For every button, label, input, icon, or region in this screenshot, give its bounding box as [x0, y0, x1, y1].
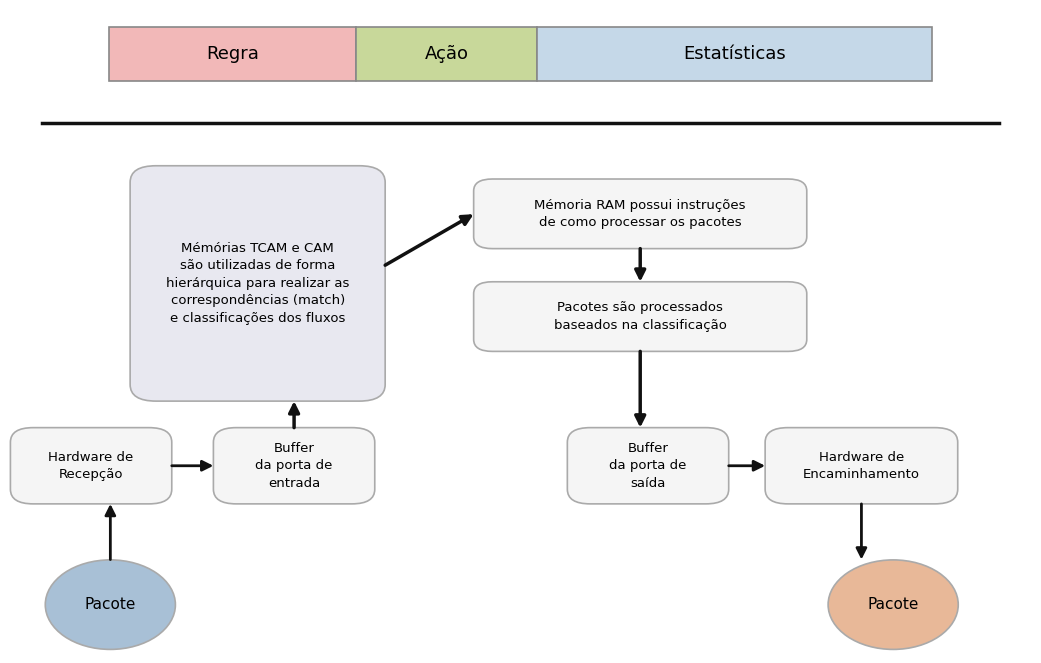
Text: Ação: Ação: [425, 44, 468, 63]
FancyBboxPatch shape: [356, 27, 537, 81]
FancyBboxPatch shape: [10, 428, 172, 504]
FancyBboxPatch shape: [537, 27, 932, 81]
Ellipse shape: [46, 560, 175, 650]
Text: Regra: Regra: [206, 44, 259, 63]
FancyBboxPatch shape: [130, 166, 385, 401]
Text: Mémórias TCAM e CAM
são utilizadas de forma
hierárquica para realizar as
corresp: Mémórias TCAM e CAM são utilizadas de fo…: [166, 242, 350, 325]
Text: Pacotes são processados
baseados na classificação: Pacotes são processados baseados na clas…: [554, 301, 727, 332]
Text: Buffer
da porta de
entrada: Buffer da porta de entrada: [255, 442, 333, 490]
Text: Hardware de
Encaminhamento: Hardware de Encaminhamento: [803, 450, 920, 481]
FancyBboxPatch shape: [109, 27, 356, 81]
Ellipse shape: [828, 560, 958, 650]
FancyBboxPatch shape: [474, 282, 807, 351]
Text: Pacote: Pacote: [84, 597, 136, 612]
FancyBboxPatch shape: [567, 428, 729, 504]
Text: Hardware de
Recepção: Hardware de Recepção: [49, 450, 133, 481]
FancyBboxPatch shape: [765, 428, 958, 504]
FancyBboxPatch shape: [213, 428, 375, 504]
FancyBboxPatch shape: [474, 179, 807, 249]
Text: Estatísticas: Estatísticas: [683, 44, 786, 63]
Text: Buffer
da porta de
saída: Buffer da porta de saída: [609, 442, 687, 490]
Text: Pacote: Pacote: [867, 597, 919, 612]
Text: Mémoria RAM possui instruções
de como processar os pacotes: Mémoria RAM possui instruções de como pr…: [534, 198, 746, 229]
